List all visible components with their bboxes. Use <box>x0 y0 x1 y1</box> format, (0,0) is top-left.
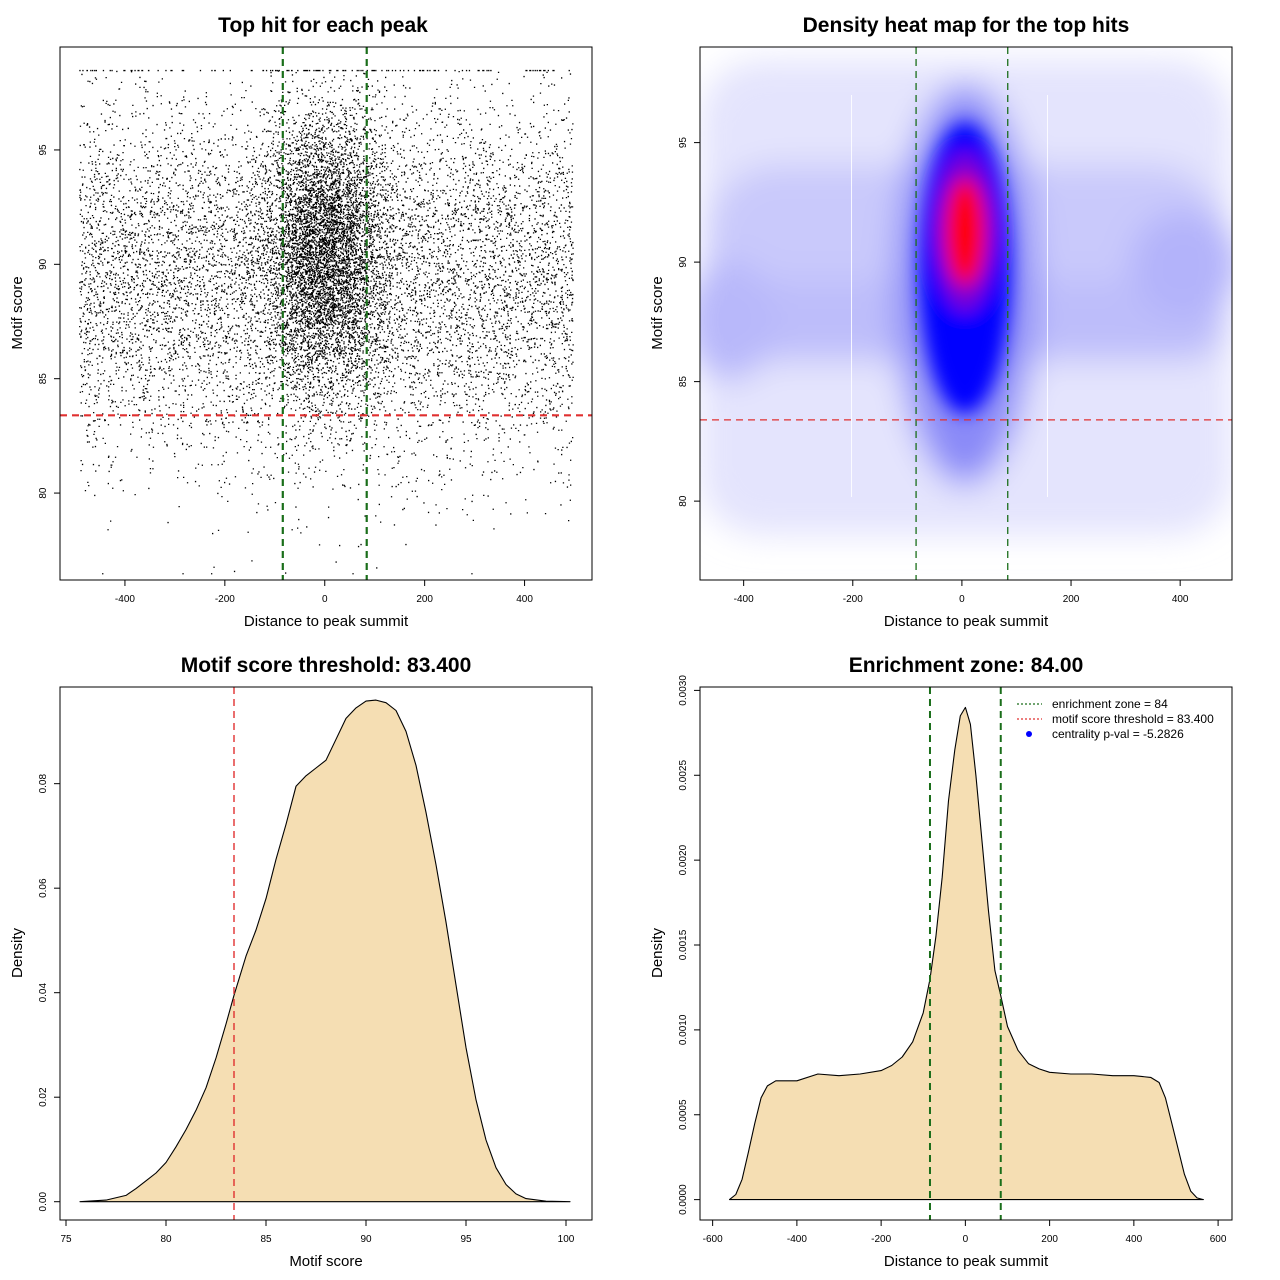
x-tick-label: 200 <box>1063 594 1080 605</box>
score-density-panel: Motif score threshold: 83.400 75 80 85 90 95… <box>9 654 593 1270</box>
y-tick-label: 80 <box>38 487 49 499</box>
y-tick-label: 95 <box>38 144 49 156</box>
y-tick-label: 0.0025 <box>678 760 689 791</box>
x-tick-label: 100 <box>558 1234 575 1245</box>
enrichment-y-axis-label: Density <box>649 927 666 978</box>
x-tick-label: -200 <box>871 1234 891 1245</box>
heatmap-title: Density heat map for the top hits <box>803 14 1130 37</box>
scatter-reference-lines <box>60 47 592 580</box>
score-density-curve <box>79 699 571 1203</box>
legend-centrality-pval: centrality p-val = -5.2826 <box>1052 727 1184 741</box>
scatter-x-axis-label: Distance to peak summit <box>244 613 409 630</box>
score-density-x-axis-label: Motif score <box>289 1253 362 1270</box>
x-tick-label: 85 <box>260 1234 272 1245</box>
scatter-y-axis-label: Motif score <box>9 276 26 349</box>
x-tick-label: -200 <box>843 594 863 605</box>
enrichment-legend: enrichment zone = 84 motif score thresho… <box>1017 697 1214 741</box>
score-density-y-axis-label: Density <box>9 927 26 978</box>
scatter-points <box>79 69 574 575</box>
score-density-y-axis: 0.00 0.02 0.04 0.06 0.08 <box>38 774 61 1212</box>
y-tick-label: 0.0015 <box>678 929 689 960</box>
y-tick-label: 85 <box>678 376 689 388</box>
scatter-y-axis: 80 85 90 95 <box>38 144 61 499</box>
x-tick-label: -400 <box>734 594 754 605</box>
y-tick-label: 0.0030 <box>678 675 689 706</box>
y-tick-label: 95 <box>678 137 689 149</box>
heatmap-x-axis-label: Distance to peak summit <box>884 613 1049 630</box>
y-tick-label: 0.02 <box>38 1087 49 1107</box>
x-tick-label: 400 <box>516 594 533 605</box>
y-tick-label: 90 <box>38 258 49 270</box>
enrichment-title: Enrichment zone: 84.00 <box>849 654 1084 677</box>
y-tick-label: 0.06 <box>38 878 49 898</box>
scatter-point-cloud <box>79 69 574 575</box>
y-tick-label: 90 <box>678 256 689 268</box>
heatmap-panel: Density heat map for the top hits -400 -2… <box>649 14 1233 630</box>
x-tick-label: 0 <box>322 594 328 605</box>
x-tick-label: 95 <box>460 1234 472 1245</box>
legend-centrality-point <box>1026 731 1032 737</box>
score-density-x-axis: 75 80 85 90 95 100 <box>60 1219 575 1245</box>
x-tick-label: 400 <box>1126 1234 1143 1245</box>
enrichment-x-axis: -600 -400 -200 0 200 400 600 <box>703 1219 1227 1245</box>
x-tick-label: -400 <box>115 594 135 605</box>
scatter-title: Top hit for each peak <box>218 14 428 37</box>
enrichment-x-axis-label: Distance to peak summit <box>884 1253 1049 1270</box>
score-density-curve-group <box>79 699 571 1203</box>
x-tick-label: 90 <box>360 1234 372 1245</box>
enrichment-panel: Enrichment zone: 84.00 -600 -400 -200 0 200 4… <box>649 654 1233 1270</box>
y-tick-label: 0.04 <box>38 983 49 1003</box>
x-tick-label: 200 <box>1041 1234 1058 1245</box>
enrichment-y-axis: 0.0000 0.0005 0.0010 0.0015 0.0020 0.0025 0.00… <box>678 675 701 1215</box>
enrichment-density-curve-group <box>728 706 1204 1201</box>
x-tick-label: -600 <box>703 1234 723 1245</box>
y-tick-label: 0.00 <box>38 1192 49 1212</box>
y-tick-label: 85 <box>38 373 49 385</box>
x-tick-label: -400 <box>787 1234 807 1245</box>
x-tick-label: 600 <box>1210 1234 1227 1245</box>
y-tick-label: 0.08 <box>38 774 49 794</box>
scatter-x-axis: -400 -200 0 200 400 <box>115 579 533 605</box>
y-tick-label: 0.0020 <box>678 844 689 875</box>
x-tick-label: 0 <box>963 1234 969 1245</box>
legend-enrichment-zone: enrichment zone = 84 <box>1052 697 1168 711</box>
y-tick-label: 80 <box>678 495 689 507</box>
score-density-title: Motif score threshold: 83.400 <box>181 654 472 677</box>
enrichment-zone-lines <box>928 687 1002 1220</box>
y-tick-label: 0.0010 <box>678 1014 689 1045</box>
heatmap-y-axis: 80 85 90 95 <box>678 137 701 507</box>
scatter-plot-frame <box>59 46 593 581</box>
heatmap-reference-lines <box>700 47 1232 580</box>
y-tick-label: 0.0000 <box>678 1184 689 1215</box>
scatter-panel: Top hit for each peak -400 -200 0 200 400 80… <box>9 14 593 630</box>
heatmap-x-axis: -400 -200 0 200 400 <box>734 579 1189 605</box>
heatmap-y-axis-label: Motif score <box>649 276 666 349</box>
x-tick-label: 75 <box>60 1234 72 1245</box>
enrichment-density-curve <box>728 706 1204 1201</box>
heatmap-density <box>700 47 1232 580</box>
y-tick-label: 0.0005 <box>678 1099 689 1130</box>
x-tick-label: 200 <box>416 594 433 605</box>
x-tick-label: 0 <box>959 594 965 605</box>
x-tick-label: 80 <box>160 1234 172 1245</box>
legend-motif-threshold: motif score threshold = 83.400 <box>1052 712 1214 726</box>
x-tick-label: 400 <box>1172 594 1189 605</box>
x-tick-label: -200 <box>215 594 235 605</box>
